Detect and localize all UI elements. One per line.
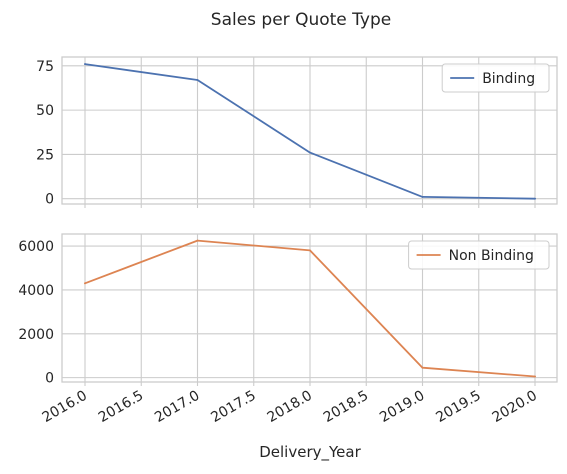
data-point (421, 196, 424, 198)
y-tick-label: 4000 (18, 283, 54, 299)
y-tick-label: 50 (36, 103, 54, 119)
x-tick-label: 2017.0 (152, 388, 202, 426)
y-tick-label: 0 (45, 371, 54, 387)
data-point (309, 151, 311, 154)
x-tick-label: 2016.0 (40, 388, 90, 426)
legend: Binding (441, 63, 550, 93)
data-point (421, 366, 424, 369)
y-tick-label: 25 (36, 147, 54, 163)
data-point (84, 282, 86, 285)
data-point (534, 375, 536, 378)
legend-box (441, 63, 550, 93)
x-axis-label: Delivery_Year (259, 443, 361, 462)
data-point (196, 79, 199, 81)
legend-label: Non Binding (449, 248, 534, 264)
y-tick-label: 2000 (18, 327, 54, 343)
legend-box (408, 240, 550, 270)
x-tick-label: 2018.0 (265, 388, 315, 426)
x-tick-label: 2019.0 (377, 388, 427, 426)
data-point (309, 249, 311, 252)
x-tick-label: 2018.5 (321, 388, 371, 426)
legend: Non Binding (408, 240, 550, 270)
y-tick-label: 75 (36, 59, 54, 75)
y-tick-label: 0 (45, 192, 54, 208)
x-tick-label: 2020.0 (490, 388, 540, 426)
data-point (84, 63, 86, 65)
data-point (196, 239, 199, 242)
x-tick-label: 2019.5 (433, 388, 483, 426)
plot-panels: 0 25 50 75 Binding 0 2000 4000 6000 Non Binding 20… (18, 56, 558, 426)
data-point (534, 197, 536, 200)
axes-frame (61, 56, 558, 205)
y-tick-label: 6000 (18, 239, 54, 255)
chart-title: Sales per Quote Type (211, 10, 391, 30)
axes-frame (61, 233, 558, 383)
x-tick-label: 2016.5 (96, 388, 146, 426)
subplot-1: 0 25 50 75 Binding (36, 56, 558, 208)
legend-label: Binding (482, 71, 535, 87)
x-tick-label: 2017.5 (208, 388, 258, 426)
